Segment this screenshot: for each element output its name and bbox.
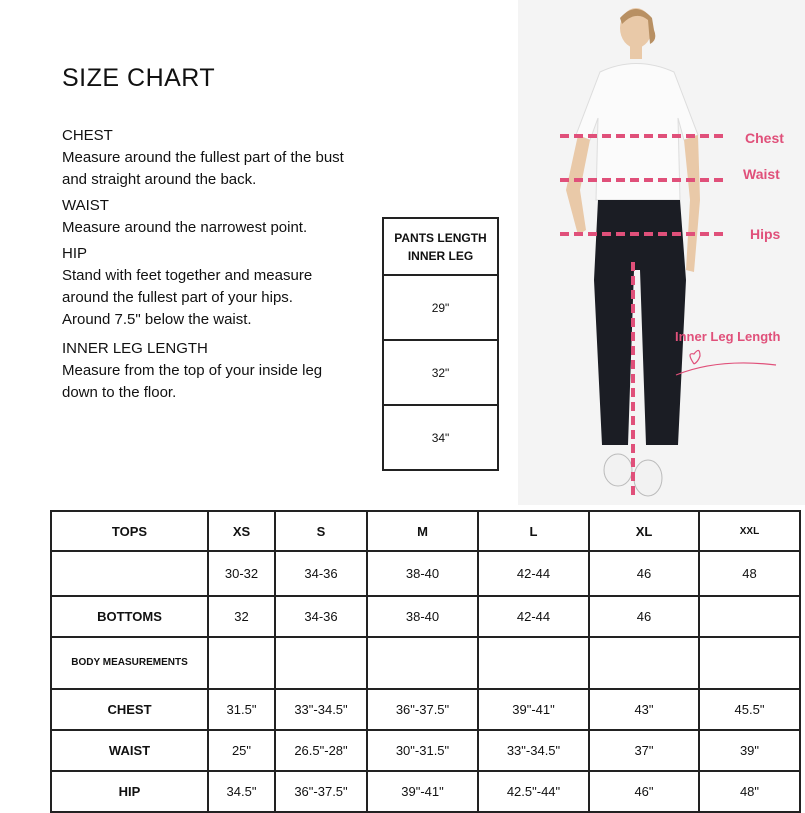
row-header: WAIST — [50, 729, 209, 772]
pants-length-value: 29" — [382, 274, 499, 341]
table-cell — [274, 636, 368, 690]
header-line-1: PANTS LENGTH — [394, 230, 487, 245]
table-cell: 42.5"-44" — [477, 770, 590, 813]
row-header: BODY MEASUREMENTS — [50, 636, 209, 690]
table-row: BODY MEASUREMENTS — [50, 636, 801, 690]
pants-length-value: 32" — [382, 339, 499, 406]
label-chest: Chest — [745, 130, 784, 146]
label-hips: Hips — [750, 226, 781, 242]
table-cell: 34.5" — [207, 770, 276, 813]
table-cell — [207, 636, 276, 690]
model-photo: Chest Waist Hips Inner Leg Length — [518, 0, 805, 505]
table-cell: 46 — [588, 595, 700, 638]
table-cell: 34-36 — [274, 595, 368, 638]
table-cell: M — [366, 510, 479, 552]
table-cell: 33"-34.5" — [477, 729, 590, 772]
table-cell: S — [274, 510, 368, 552]
table-cell: 45.5" — [698, 688, 801, 731]
pants-length-header: PANTS LENGTH INNER LEG — [382, 217, 499, 276]
table-cell: L — [477, 510, 590, 552]
size-table: TOPS XS S M L XL XXL 30-32 34-36 38-40 42-44 46 48 BO… — [50, 510, 801, 813]
table-cell: 30-32 — [207, 550, 276, 597]
table-cell: 46" — [588, 770, 700, 813]
table-cell: 26.5"-28" — [274, 729, 368, 772]
guide-heading-chest: CHEST — [62, 127, 113, 144]
row-header: CHEST — [50, 688, 209, 731]
table-cell: 36"-37.5" — [274, 770, 368, 813]
guide-text-inner-leg: Measure from the top of your inside leg … — [62, 362, 323, 401]
measurement-lines — [560, 134, 725, 500]
table-cell: 38-40 — [366, 550, 479, 597]
guide-text-chest: Measure around the fullest part of the b… — [62, 149, 344, 188]
header-line-2: INNER LEG — [407, 248, 474, 263]
table-cell — [366, 636, 479, 690]
row-header: BOTTOMS — [50, 595, 209, 638]
table-cell — [477, 636, 590, 690]
table-cell: XS — [207, 510, 276, 552]
pants-length-table: PANTS LENGTH INNER LEG 29" 32" 34" — [382, 217, 499, 471]
table-cell: 34-36 — [274, 550, 368, 597]
table-cell: 38-40 — [366, 595, 479, 638]
table-cell: 31.5" — [207, 688, 276, 731]
table-cell: 43" — [588, 688, 700, 731]
guide-heading-hip: HIP — [62, 245, 88, 262]
table-cell — [698, 595, 801, 638]
row-header — [50, 550, 209, 597]
table-row: 30-32 34-36 38-40 42-44 46 48 — [50, 550, 801, 597]
table-cell: 36"-37.5" — [366, 688, 479, 731]
model-figure — [560, 8, 777, 500]
table-cell: 39" — [698, 729, 801, 772]
table-cell: 48 — [698, 550, 801, 597]
measuring-guide: CHEST Measure around the fullest part of… — [62, 122, 362, 404]
table-cell: 37" — [588, 729, 700, 772]
table-cell — [588, 636, 700, 690]
table-cell: XXL — [698, 510, 801, 552]
guide-text-hip: Stand with feet together and measure aro… — [62, 267, 313, 328]
guide-text-waist: Measure around the narrowest point. — [62, 219, 308, 236]
table-cell: 48" — [698, 770, 801, 813]
table-row: CHEST 31.5" 33"-34.5" 36"-37.5" 39"-41" 43" 45… — [50, 688, 801, 731]
guide-heading-waist: WAIST — [62, 197, 109, 214]
label-waist: Waist — [743, 166, 780, 182]
table-cell: 42-44 — [477, 550, 590, 597]
table-cell: 33"-34.5" — [274, 688, 368, 731]
table-cell: 46 — [588, 550, 700, 597]
table-row: WAIST 25" 26.5"-28" 30"-31.5" 33"-34.5" 37" 39… — [50, 729, 801, 772]
guide-heading-inner-leg: INNER LEG LENGTH — [62, 340, 208, 357]
table-cell: 42-44 — [477, 595, 590, 638]
pants-length-value: 34" — [382, 404, 499, 471]
page-title: SIZE CHART — [62, 64, 216, 92]
table-cell: 32 — [207, 595, 276, 638]
label-inner-leg: Inner Leg Length — [675, 329, 781, 344]
heart-swirl-icon — [675, 362, 777, 376]
row-header: HIP — [50, 770, 209, 813]
table-row: BOTTOMS 32 34-36 38-40 42-44 46 — [50, 595, 801, 638]
table-row: HIP 34.5" 36"-37.5" 39"-41" 42.5"-44" 46" 48" — [50, 770, 801, 813]
table-cell: 39"-41" — [477, 688, 590, 731]
table-cell: XL — [588, 510, 700, 552]
table-cell: 25" — [207, 729, 276, 772]
table-row: TOPS XS S M L XL XXL — [50, 510, 801, 552]
row-header: TOPS — [50, 510, 209, 552]
table-cell: 30"-31.5" — [366, 729, 479, 772]
table-cell — [698, 636, 801, 690]
table-cell: 39"-41" — [366, 770, 479, 813]
